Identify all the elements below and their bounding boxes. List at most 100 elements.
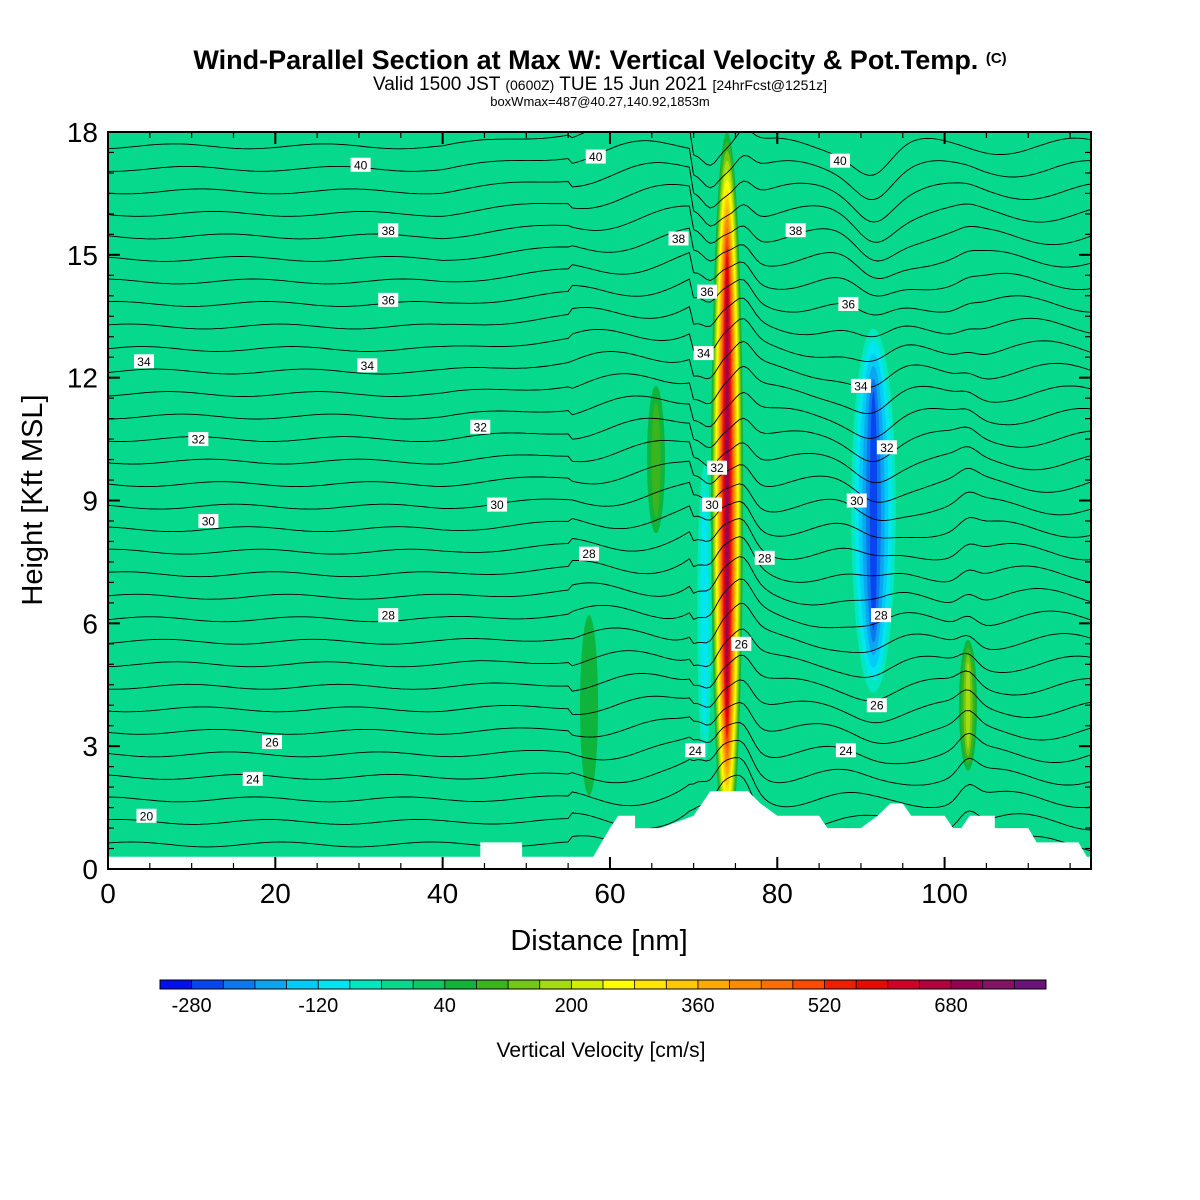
valid-time-line: Valid 1500 JST (0600Z) TUE 15 Jun 2021 [… [372, 74, 828, 95]
theta-isoline [108, 297, 1091, 338]
contour-label: 32 [876, 440, 897, 455]
colorbar-swatch [254, 980, 287, 989]
contour-label: 38 [668, 231, 689, 246]
colorbar-swatch [919, 980, 952, 989]
contour-label-text: 32 [474, 420, 488, 434]
contour-label: 26 [866, 698, 887, 713]
x-tick-label: 60 [594, 878, 625, 909]
contour-label: 32 [188, 432, 209, 447]
theta-isoline [108, 251, 1091, 297]
colorbar-label: 360 [681, 995, 714, 1017]
colorbar-swatch [318, 980, 351, 989]
contour-label: 30 [198, 513, 219, 528]
contour-label-text: 34 [697, 347, 711, 361]
copyright-mark: (C) [985, 50, 1007, 67]
contour-label-text: 28 [874, 609, 888, 623]
contour-label: 26 [731, 636, 752, 651]
contour-label: 26 [261, 735, 282, 750]
theta-isoline [108, 184, 1091, 243]
contour-label-text: 30 [850, 494, 864, 508]
theta-isoline [108, 365, 1091, 415]
contour-label: 32 [470, 419, 491, 434]
theta-isoline [108, 757, 1091, 809]
contour-label-text: 38 [382, 224, 396, 238]
contour-label: 34 [850, 378, 871, 393]
colorbar-swatch [761, 980, 794, 989]
colorbar-swatch [476, 980, 509, 989]
contour-label-text: 40 [354, 158, 368, 172]
colorbar-swatch [1014, 980, 1047, 989]
colorbar-swatch [824, 980, 857, 989]
theta-isoline [108, 722, 1091, 765]
theta-isoline [108, 701, 1091, 744]
colorbar-swatch [697, 980, 730, 989]
colorbar-swatch [381, 980, 414, 989]
x-tick-label: 80 [762, 878, 793, 909]
contour-label: 38 [378, 223, 399, 238]
theta-isoline [108, 628, 1091, 678]
colorbar-label: 520 [808, 995, 841, 1017]
contour-label-text: 38 [789, 224, 803, 238]
contour-label-text: 36 [842, 297, 856, 311]
colorbar: -280 -120 40 200 360 520 680 [159, 979, 1047, 1017]
colorbar-swatch [634, 980, 667, 989]
colorbar-swatch [223, 980, 256, 989]
x-axis-title: Distance [nm] [510, 925, 687, 957]
colorbar-swatch [160, 980, 192, 989]
contour-label: 34 [357, 358, 378, 373]
y-tick-label: 3 [82, 731, 98, 762]
contour-label: 34 [133, 354, 154, 369]
contour-label: 36 [378, 292, 399, 307]
colorbar-swatch [539, 980, 572, 989]
contour-label-text: 20 [140, 809, 154, 823]
contour-label: 30 [846, 493, 867, 508]
y-tick-label: 6 [82, 608, 98, 639]
contour-label: 34 [693, 346, 714, 361]
contour-label-text: 28 [758, 551, 772, 565]
theta-isoline [108, 417, 1091, 463]
contour-label-text: 24 [689, 744, 703, 758]
contour-label-text: 26 [265, 736, 279, 750]
contour-label-text: 24 [246, 772, 260, 786]
colorbar-swatch [856, 980, 889, 989]
colorbar-swatch [887, 980, 920, 989]
contour-label-text: 34 [854, 379, 868, 393]
theta-isoline [108, 391, 1091, 439]
contour-label-text: 36 [700, 285, 714, 299]
contour-label-text: 28 [382, 609, 396, 623]
contour-label-text: 34 [361, 359, 375, 373]
colorbar-title: Vertical Velocity [cm/s] [497, 1039, 706, 1062]
contour-label-text: 26 [870, 699, 884, 713]
title-block: Wind-Parallel Section at Max W: Vertical… [0, 44, 1200, 109]
contour-label-text: 30 [202, 514, 216, 528]
theta-isoline [108, 278, 1091, 316]
contour-label: 38 [785, 223, 806, 238]
theta-isoline [108, 318, 1091, 362]
colorbar-swatch [792, 980, 825, 989]
velocity-contour-fill [869, 391, 878, 631]
velocity-field-background [108, 132, 1091, 869]
contour-label: 28 [378, 608, 399, 623]
contour-label: 40 [350, 157, 371, 172]
colorbar-label: 200 [555, 995, 588, 1017]
velocity-contour-fill [965, 661, 971, 749]
contour-label: 40 [830, 153, 851, 168]
boxwmax-line: boxWmax=487@40.27,140.92,1853m [490, 94, 710, 109]
contour-label-text: 30 [705, 498, 719, 512]
contour-label-text: 28 [582, 547, 596, 561]
theta-isoline [108, 739, 1091, 786]
contour-label-text: 26 [735, 637, 749, 651]
colorbar-label: 680 [934, 995, 967, 1017]
y-axis-title: Height [Kft MSL] [17, 394, 49, 605]
contour-label-text: 38 [672, 232, 686, 246]
theta-isoline [108, 556, 1091, 606]
y-tick-label: 12 [67, 363, 98, 394]
contour-label: 30 [487, 497, 508, 512]
contour-label: 40 [585, 149, 606, 164]
potential-temperature-contours [108, 132, 1091, 854]
colorbar-swatch [603, 980, 635, 989]
theta-isoline [108, 132, 1091, 176]
contour-label-text: 36 [382, 293, 396, 307]
